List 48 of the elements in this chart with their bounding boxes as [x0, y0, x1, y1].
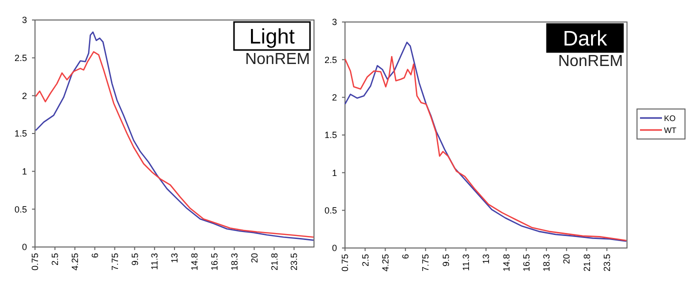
x-tick-label: 4.25: [380, 254, 390, 272]
x-tick-label: 2.5: [360, 254, 370, 267]
x-tick-label: 7.75: [110, 253, 120, 271]
y-tick-label: 2.5: [324, 54, 337, 65]
x-tick-label: 16.5: [210, 253, 220, 271]
x-tick-label: 20: [562, 254, 572, 264]
x-tick-label: 20: [249, 253, 260, 264]
x-tick-label: 11.3: [461, 254, 472, 271]
y-tick-label: 2: [332, 92, 337, 102]
x-tick-label: 2.5: [50, 253, 60, 266]
x-tick-label: 21.8: [582, 254, 592, 272]
x-tick-label: 21.8: [269, 253, 280, 271]
y-tick-label: 1.5: [14, 128, 27, 139]
x-tick-label: 9.5: [130, 253, 140, 266]
x-tick-label: 13: [170, 253, 180, 264]
x-tick-label: 6: [90, 253, 100, 258]
x-tick-label: 14.8: [501, 254, 512, 272]
x-tick-label: 6: [400, 254, 411, 260]
x-tick-label: 16.5: [521, 254, 532, 272]
x-tick-label: 18.3: [542, 254, 552, 272]
x-tick-label: 23.5: [602, 254, 612, 272]
x-tick-label: 7.75: [420, 254, 431, 272]
y-tick-label: 1: [22, 166, 27, 176]
y-tick-label: 2.5: [14, 52, 27, 63]
legend-label: KO: [664, 114, 676, 123]
text: NonREM: [558, 53, 623, 70]
y-tick-label: 3: [332, 17, 337, 28]
y-tick-label: 0: [332, 243, 337, 254]
x-tick-label: 14.8: [190, 253, 200, 271]
x-tick-label: 0.75: [30, 253, 40, 271]
y-tick-label: 0: [22, 242, 27, 252]
x-tick-label: 18.3: [229, 253, 240, 271]
x-tick-label: 11.3: [150, 253, 160, 270]
x-tick-label: 4.25: [70, 253, 80, 271]
x-tick-label: 13: [481, 254, 492, 264]
y-tick-label: 0.5: [324, 205, 337, 216]
y-tick-label: 3: [22, 15, 27, 26]
text: NonREM: [245, 51, 310, 68]
x-tick-label: 0.75: [340, 254, 350, 272]
y-tick-label: 0.5: [14, 204, 27, 214]
y-tick-label: 1.5: [324, 130, 337, 140]
y-tick-label: 1: [332, 168, 337, 178]
legend-label: WT: [664, 126, 677, 135]
chart-title: Dark: [562, 27, 608, 50]
chart-title: Light: [249, 25, 295, 48]
y-tick-label: 2: [22, 90, 27, 101]
x-tick-label: 9.5: [440, 254, 451, 267]
x-tick-label: 23.5: [289, 253, 300, 271]
